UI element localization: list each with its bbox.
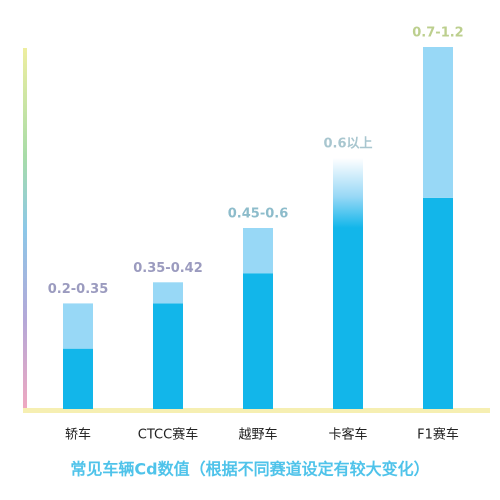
bar-high xyxy=(243,228,273,274)
x-tick-label: 越野车 xyxy=(238,427,277,443)
bar-fade xyxy=(333,158,363,228)
value-label: 0.2-0.35 xyxy=(48,282,109,297)
bar-low xyxy=(63,348,93,409)
x-tick-label: 卡客车 xyxy=(328,427,367,443)
value-label: 0.45-0.6 xyxy=(228,207,289,222)
bar-high xyxy=(153,282,183,304)
bar-low xyxy=(153,303,183,409)
bar-high xyxy=(423,47,453,198)
bar-high xyxy=(63,303,93,349)
value-label: 0.6以上 xyxy=(323,137,372,152)
x-tick-label: CTCC赛车 xyxy=(138,427,198,443)
baseline xyxy=(23,408,490,413)
side-strip xyxy=(23,48,27,410)
bar-low xyxy=(243,273,273,409)
chart-title: 常见车辆Cd数值（根据不同赛道设定有较大变化） xyxy=(70,460,429,479)
x-tick-label: F1赛车 xyxy=(417,427,459,443)
value-label: 0.7-1.2 xyxy=(412,26,463,41)
bar-low xyxy=(423,197,453,409)
value-label: 0.35-0.42 xyxy=(133,261,203,276)
bar-low xyxy=(333,228,363,409)
x-tick-label: 轿车 xyxy=(65,427,91,443)
